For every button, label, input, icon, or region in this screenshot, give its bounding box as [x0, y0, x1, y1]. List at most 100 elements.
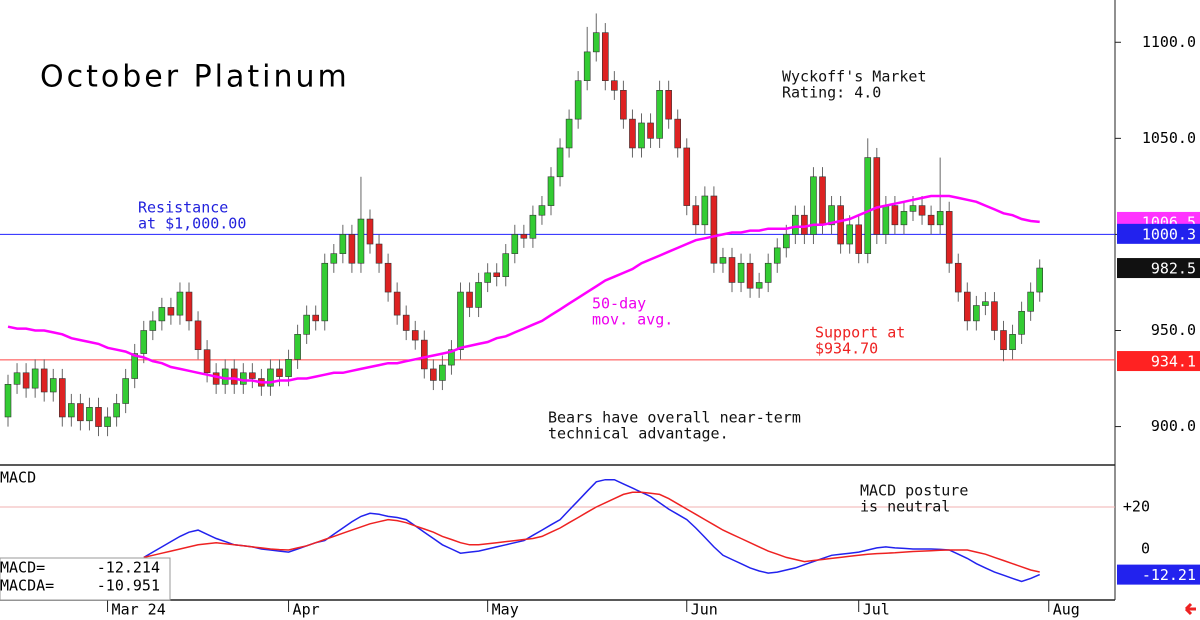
candle-body	[647, 122, 654, 139]
candle-body	[674, 118, 682, 149]
price-tag-label: 982.5	[1151, 260, 1196, 278]
annotation: $934.70	[815, 340, 878, 358]
candle-body	[95, 407, 102, 427]
candle-body	[321, 262, 329, 322]
candle-body	[710, 195, 718, 264]
candle-body	[873, 157, 881, 235]
macd-tag-label: -12.21	[1142, 566, 1196, 584]
candle-body	[312, 314, 320, 322]
scroll-arrow[interactable]	[1184, 602, 1196, 616]
candle-body	[294, 334, 301, 360]
annotation: is neutral	[860, 498, 950, 516]
moving-average	[7, 194, 1040, 384]
candle-body	[1009, 334, 1016, 351]
candle-body	[828, 205, 835, 226]
annotation: Wyckoff's Market	[782, 68, 927, 86]
candle-body	[4, 383, 12, 418]
macd-title: MACD	[0, 469, 36, 487]
x-tick-label: Mar 24	[112, 601, 166, 619]
candle-body	[945, 211, 953, 264]
readout-value: -10.951	[97, 577, 160, 595]
candle-body	[49, 378, 57, 393]
macd-tag	[1117, 564, 1200, 585]
candle-body	[891, 205, 899, 226]
candle-body	[402, 314, 410, 331]
candle-body	[430, 368, 437, 381]
candle-body	[620, 90, 627, 120]
candle-body	[267, 368, 274, 387]
candle-body	[991, 301, 998, 331]
candle-body	[900, 211, 908, 226]
candle-body	[864, 157, 872, 254]
annotation: Support at	[815, 324, 905, 342]
candle-body	[212, 372, 220, 385]
candle-body	[683, 147, 691, 206]
candle-body	[529, 214, 537, 239]
readout-label: MACD=	[0, 559, 45, 577]
candle-body	[384, 262, 392, 293]
annotation: at $1,000.00	[138, 215, 246, 233]
candle-body	[746, 262, 754, 289]
candle-body	[855, 224, 863, 254]
candle-body	[131, 353, 138, 379]
candle-body	[77, 403, 84, 422]
candle-body	[339, 234, 347, 254]
annotation: mov. avg.	[592, 311, 673, 329]
candle-body	[973, 305, 980, 322]
candle-body	[1018, 310, 1025, 335]
candle-body	[982, 301, 989, 306]
annotation: 50-day	[592, 295, 646, 313]
candle-body	[583, 51, 591, 82]
candle-body	[801, 214, 808, 235]
candle-body	[547, 176, 555, 206]
candle-body	[592, 32, 600, 53]
candle-body	[113, 403, 120, 418]
candle-body	[773, 247, 781, 264]
candle-body	[538, 205, 546, 216]
candle-body	[484, 272, 491, 283]
candle-body	[502, 253, 510, 277]
candle-body	[611, 80, 618, 91]
readout-value: -12.214	[97, 559, 160, 577]
candle-body	[149, 320, 157, 331]
y-tick-label: 1050.0	[1142, 129, 1196, 147]
candle-body	[13, 372, 21, 385]
candle-body	[194, 320, 202, 351]
candle-body	[574, 80, 582, 120]
price-tag-label: 1000.3	[1142, 225, 1196, 243]
candle-body	[68, 403, 75, 418]
candle-body	[493, 272, 501, 277]
candle-body	[656, 90, 663, 139]
candle-body	[249, 372, 256, 379]
candle-body	[176, 291, 184, 316]
candle-body	[1000, 330, 1007, 351]
candle-body	[122, 378, 129, 404]
readout-label: MACDA=	[0, 577, 54, 595]
annotation: Rating: 4.0	[782, 84, 881, 102]
candle-body	[755, 282, 763, 289]
candle-body	[601, 32, 609, 82]
candle-body	[104, 416, 111, 427]
candle-body	[846, 224, 853, 245]
candle-body	[764, 262, 772, 283]
candle-body	[565, 118, 573, 149]
price-tag	[1117, 223, 1200, 244]
candle-body	[357, 218, 365, 264]
candle-body	[692, 205, 700, 226]
x-tick-label: Jul	[863, 601, 890, 619]
macd-line	[143, 478, 1040, 583]
candle-body	[457, 291, 464, 351]
candle-body	[909, 205, 917, 212]
candle-body	[1036, 267, 1043, 293]
candle-body	[276, 368, 283, 377]
candle-body	[22, 372, 30, 389]
candle-body	[285, 359, 292, 377]
y-tick-label: +20	[1123, 497, 1150, 515]
candle-body	[882, 205, 890, 235]
candle-body	[918, 205, 926, 216]
candle-body	[819, 176, 826, 226]
annotation: Resistance	[138, 199, 228, 217]
annotation: Bears have overall near-term	[548, 409, 801, 427]
